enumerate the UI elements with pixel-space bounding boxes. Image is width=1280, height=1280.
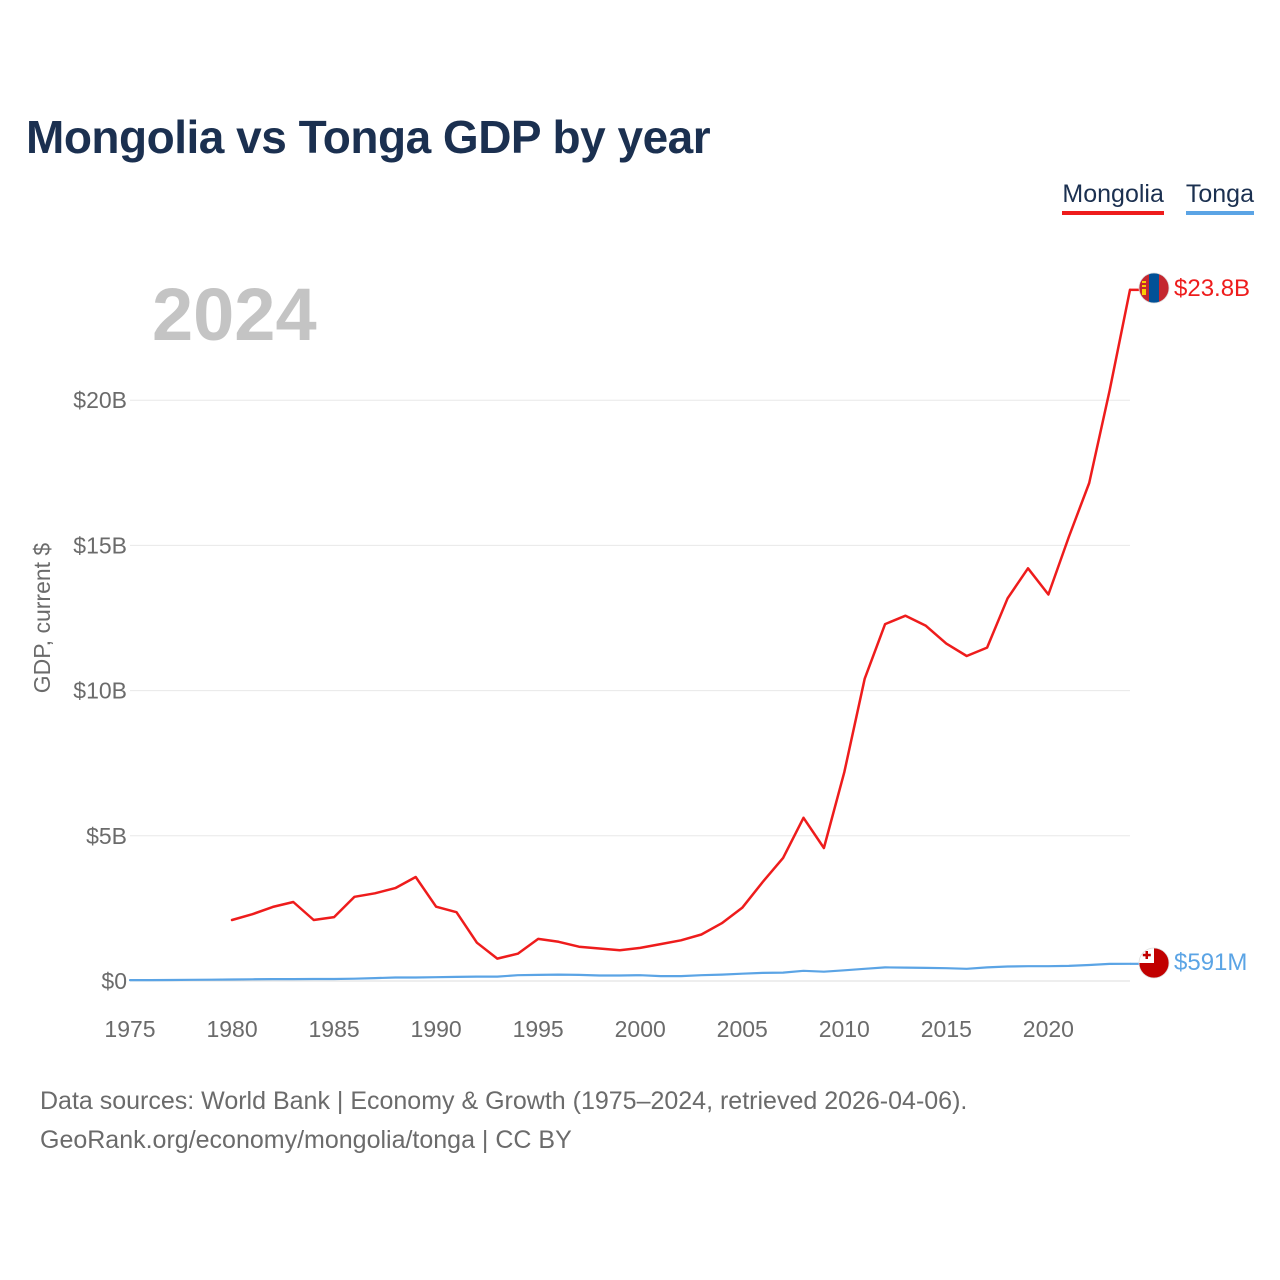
y-tick-label: $15B bbox=[73, 532, 127, 558]
mongolia-end-value: $23.8B bbox=[1174, 275, 1250, 302]
x-tick-label: 1980 bbox=[206, 1016, 257, 1042]
y-axis-ticks: $0 $5B $10B $15B $20B bbox=[73, 387, 127, 994]
source-line-2: GeoRank.org/economy/mongolia/tonga | CC … bbox=[40, 1126, 572, 1154]
x-tick-label: 2010 bbox=[819, 1016, 870, 1042]
chart-title: Mongolia vs Tonga GDP by year bbox=[26, 111, 711, 163]
x-tick-label: 2015 bbox=[921, 1016, 972, 1042]
year-label: 2024 bbox=[152, 273, 317, 356]
y-tick-label: $5B bbox=[86, 823, 127, 849]
legend-item-tonga[interactable]: Tonga bbox=[1185, 180, 1254, 215]
source-line-1: Data sources: World Bank | Economy & Gro… bbox=[40, 1087, 968, 1115]
y-tick-label: $10B bbox=[73, 678, 127, 704]
series-line-tonga bbox=[128, 962, 1132, 982]
series-lines bbox=[128, 288, 1139, 982]
x-tick-label: 2005 bbox=[717, 1016, 768, 1042]
grid bbox=[130, 399, 1130, 982]
x-tick-label: 1990 bbox=[411, 1016, 462, 1042]
x-tick-label: 2020 bbox=[1023, 1016, 1074, 1042]
x-tick-label: 1995 bbox=[513, 1016, 564, 1042]
tonga-end-value: $591M bbox=[1174, 949, 1247, 976]
y-tick-label: $0 bbox=[101, 968, 127, 994]
tonga-flag-icon bbox=[1138, 947, 1170, 979]
series-line-mongolia bbox=[230, 288, 1132, 960]
legend: Mongolia Tonga bbox=[1062, 180, 1254, 215]
y-tick-label: $20B bbox=[73, 387, 127, 413]
legend-item-mongolia[interactable]: Mongolia bbox=[1062, 180, 1164, 215]
y-axis-label: GDP, current $ bbox=[29, 543, 55, 694]
x-tick-label: 1985 bbox=[308, 1016, 359, 1042]
x-tick-label: 1975 bbox=[104, 1016, 155, 1042]
mongolia-flag-icon bbox=[1138, 272, 1170, 304]
x-tick-label: 2000 bbox=[615, 1016, 666, 1042]
source-note: Data sources: World Bank | Economy & Gro… bbox=[40, 1082, 967, 1160]
x-axis-ticks: 1975 1980 1985 1990 1995 2000 2005 2010 2015 2020 bbox=[104, 1016, 1074, 1042]
